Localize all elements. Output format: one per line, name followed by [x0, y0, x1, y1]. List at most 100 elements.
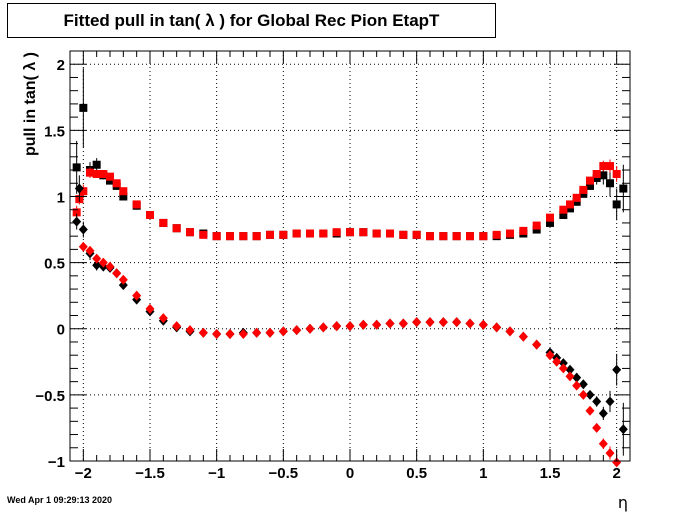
- data-point: [412, 230, 421, 239]
- series-0: [72, 68, 628, 241]
- data-point: [598, 408, 608, 419]
- data-point: [118, 274, 128, 285]
- x-tick-label: −2: [75, 465, 92, 482]
- data-point: [186, 228, 194, 237]
- data-point: [119, 192, 128, 201]
- data-point: [559, 211, 568, 219]
- data-point: [599, 171, 608, 180]
- data-point: [72, 216, 82, 227]
- y-axis-label: pull in tan( λ ): [22, 52, 39, 156]
- data-point: [605, 448, 615, 459]
- data-point: [565, 371, 575, 382]
- x-tick-label: −0.5: [269, 465, 299, 482]
- data-point: [332, 321, 342, 332]
- data-point: [99, 170, 108, 178]
- data-point: [532, 339, 542, 350]
- x-tick-label: 2: [612, 465, 620, 482]
- data-point: [92, 260, 102, 271]
- data-point: [212, 329, 222, 340]
- x-tick-label: 1.5: [540, 465, 561, 482]
- data-point: [226, 232, 234, 241]
- data-point: [212, 232, 221, 241]
- data-point: [72, 163, 81, 172]
- data-point: [292, 325, 302, 336]
- data-point: [279, 230, 288, 239]
- data-point: [74, 183, 84, 194]
- data-point: [145, 303, 155, 314]
- data-point: [332, 228, 341, 237]
- data-point: [492, 322, 502, 333]
- data-point: [578, 389, 588, 400]
- data-point: [292, 229, 301, 238]
- data-point: [106, 172, 114, 181]
- data-point: [492, 230, 501, 239]
- data-point: [72, 208, 81, 217]
- data-point: [452, 317, 462, 328]
- data-point: [439, 232, 448, 241]
- grid: [70, 51, 630, 462]
- data-point: [585, 405, 595, 416]
- data-point: [372, 229, 381, 238]
- data-point: [585, 389, 595, 400]
- y-tick-label: 1.5: [44, 123, 65, 140]
- data-point: [112, 179, 121, 188]
- data-point: [86, 168, 94, 177]
- data-point: [605, 396, 615, 407]
- data-point: [319, 229, 328, 238]
- data-point: [265, 327, 275, 338]
- data-point: [266, 230, 274, 239]
- x-tick-label: −1: [208, 465, 225, 482]
- data-point: [572, 193, 581, 202]
- data-point: [546, 218, 554, 227]
- data-point: [92, 253, 102, 264]
- data-point: [598, 438, 608, 449]
- data-point: [518, 331, 528, 342]
- series-1: [72, 159, 621, 241]
- data-point: [545, 350, 555, 361]
- data-point: [425, 317, 435, 328]
- data-point: [478, 319, 488, 330]
- data-point: [558, 363, 568, 374]
- data-point: [79, 103, 88, 112]
- data-point: [119, 187, 128, 196]
- data-point: [346, 228, 354, 237]
- chart-title: Fitted pull in tan( λ ) for Global Rec P…: [7, 3, 496, 38]
- data-point: [132, 200, 141, 209]
- data-point: [239, 232, 248, 241]
- data-point: [612, 200, 621, 209]
- data-point: [612, 457, 622, 468]
- data-point: [172, 321, 182, 332]
- data-point: [238, 329, 248, 340]
- timestamp: Wed Apr 1 09:29:13 2020: [7, 495, 113, 505]
- data-point: [592, 396, 602, 407]
- data-point: [172, 224, 181, 233]
- data-point: [426, 232, 434, 241]
- data-point: [98, 257, 108, 268]
- data-point: [466, 232, 474, 241]
- data-point: [566, 200, 574, 209]
- data-point: [305, 323, 315, 334]
- data-point: [612, 364, 622, 375]
- data-point: [465, 318, 475, 329]
- data-point: [519, 226, 528, 235]
- data-point: [92, 170, 101, 178]
- data-point: [112, 268, 122, 279]
- data-point: [278, 326, 288, 337]
- data-point: [572, 372, 582, 383]
- data-point: [345, 321, 355, 332]
- data-point: [252, 232, 261, 241]
- data-point: [92, 160, 101, 169]
- data-point: [586, 176, 594, 185]
- data-point: [318, 322, 328, 333]
- data-point: [412, 317, 422, 328]
- data-point: [146, 211, 154, 219]
- y-tick-label: −0.5: [35, 388, 65, 405]
- x-axis-label: η: [618, 493, 628, 512]
- y-tick-label: 0.5: [44, 256, 65, 273]
- data-point: [199, 230, 208, 239]
- x-tick-label: 0: [346, 465, 354, 482]
- data-point: [372, 319, 382, 330]
- data-point: [619, 184, 628, 193]
- data-point: [252, 327, 262, 338]
- data-point: [532, 221, 541, 230]
